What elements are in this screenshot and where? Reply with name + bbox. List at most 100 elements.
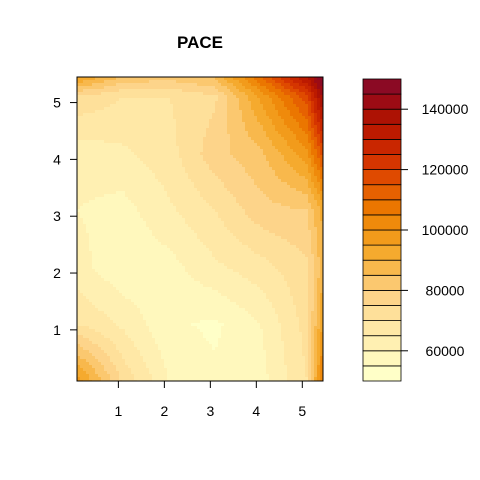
heatmap-cell bbox=[248, 161, 252, 165]
heatmap-cell bbox=[104, 92, 108, 96]
heatmap-cell bbox=[152, 155, 156, 159]
heatmap-cell bbox=[137, 212, 141, 216]
heatmap-cell bbox=[230, 173, 234, 177]
heatmap-cell bbox=[77, 251, 81, 255]
heatmap-cell bbox=[221, 143, 225, 147]
heatmap-cell bbox=[125, 101, 129, 105]
heatmap-cell bbox=[101, 107, 105, 111]
heatmap-cell bbox=[164, 224, 168, 228]
heatmap-cell bbox=[221, 182, 225, 186]
heatmap-cell bbox=[248, 200, 252, 204]
heatmap-cell bbox=[155, 86, 159, 90]
heatmap-cell bbox=[119, 203, 123, 207]
heatmap-cell bbox=[278, 152, 282, 156]
heatmap-cell bbox=[203, 149, 207, 153]
heatmap-cell bbox=[239, 116, 243, 120]
heatmap-cell bbox=[197, 104, 201, 108]
heatmap-cell bbox=[251, 116, 255, 120]
heatmap-cell bbox=[128, 209, 132, 213]
heatmap-cell bbox=[257, 113, 261, 117]
heatmap-cell bbox=[77, 155, 81, 159]
heatmap-cell bbox=[158, 134, 162, 138]
heatmap-cell bbox=[119, 107, 123, 111]
heatmap-cell bbox=[281, 107, 285, 111]
heatmap-cell bbox=[281, 242, 285, 246]
heatmap-cell bbox=[206, 209, 210, 213]
heatmap-cell bbox=[173, 230, 177, 234]
heatmap-cell bbox=[92, 95, 96, 99]
heatmap-cell bbox=[191, 170, 195, 174]
heatmap-cell bbox=[215, 173, 219, 177]
heatmap-cell bbox=[92, 209, 96, 213]
heatmap-cell bbox=[251, 110, 255, 114]
heatmap-cell bbox=[281, 110, 285, 114]
heatmap-cell bbox=[221, 152, 225, 156]
heatmap-cell bbox=[284, 224, 288, 228]
heatmap-cell bbox=[89, 212, 93, 216]
heatmap-cell bbox=[212, 140, 216, 144]
heatmap-cell bbox=[176, 185, 180, 189]
heatmap-cell bbox=[110, 83, 114, 87]
heatmap-cell bbox=[161, 203, 165, 207]
heatmap-cell bbox=[164, 92, 168, 96]
heatmap-cell bbox=[128, 170, 132, 174]
heatmap-cell bbox=[143, 161, 147, 165]
heatmap-cell bbox=[317, 89, 321, 93]
heatmap-cell bbox=[173, 95, 177, 99]
heatmap-cell bbox=[215, 236, 219, 240]
heatmap-cell bbox=[317, 164, 321, 168]
heatmap-cell bbox=[164, 248, 168, 252]
heatmap-cell bbox=[185, 185, 189, 189]
heatmap-cell bbox=[125, 212, 129, 216]
heatmap-cell bbox=[110, 233, 114, 237]
heatmap-cell bbox=[197, 125, 201, 129]
heatmap-cell bbox=[176, 236, 180, 240]
heatmap-cell bbox=[293, 176, 297, 180]
heatmap-cell bbox=[152, 122, 156, 126]
heatmap-cell bbox=[221, 209, 225, 213]
heatmap-cell bbox=[293, 125, 297, 129]
heatmap-cell bbox=[104, 77, 108, 81]
heatmap-cell bbox=[233, 173, 237, 177]
heatmap-cell bbox=[155, 140, 159, 144]
heatmap-cell bbox=[287, 221, 291, 225]
heatmap-cell bbox=[194, 149, 198, 153]
heatmap-cell bbox=[101, 86, 105, 90]
heatmap-cell bbox=[239, 104, 243, 108]
heatmap-cell bbox=[116, 116, 120, 120]
heatmap-cell bbox=[224, 209, 228, 213]
heatmap-cell bbox=[227, 116, 231, 120]
heatmap-cell bbox=[257, 77, 261, 81]
heatmap-cell bbox=[296, 176, 300, 180]
heatmap-cell bbox=[275, 227, 279, 231]
heatmap-cell bbox=[89, 134, 93, 138]
heatmap-cell bbox=[206, 242, 210, 246]
heatmap-cell bbox=[302, 143, 306, 147]
heatmap-cell bbox=[278, 176, 282, 180]
heatmap-cell bbox=[134, 194, 138, 198]
heatmap-cell bbox=[263, 218, 267, 222]
heatmap-cell bbox=[206, 131, 210, 135]
heatmap-cell bbox=[116, 125, 120, 129]
heatmap-cell bbox=[305, 173, 309, 177]
heatmap-cell bbox=[92, 167, 96, 171]
heatmap-cell bbox=[185, 119, 189, 123]
heatmap-cell bbox=[224, 182, 228, 186]
heatmap-cell bbox=[170, 95, 174, 99]
heatmap-cell bbox=[95, 227, 99, 231]
heatmap-cell bbox=[149, 137, 153, 141]
heatmap-cell bbox=[317, 209, 321, 213]
heatmap-cell bbox=[92, 173, 96, 177]
heatmap-cell bbox=[215, 188, 219, 192]
heatmap-cell bbox=[236, 236, 240, 240]
heatmap-cell bbox=[218, 89, 222, 93]
heatmap-cell bbox=[308, 140, 312, 144]
heatmap-cell bbox=[254, 176, 258, 180]
heatmap-cell bbox=[266, 167, 270, 171]
heatmap-cell bbox=[218, 86, 222, 90]
heatmap-cell bbox=[299, 236, 303, 240]
heatmap-cell bbox=[107, 221, 111, 225]
heatmap-cell bbox=[89, 215, 93, 219]
heatmap-cell bbox=[203, 218, 207, 222]
heatmap-cell bbox=[284, 209, 288, 213]
